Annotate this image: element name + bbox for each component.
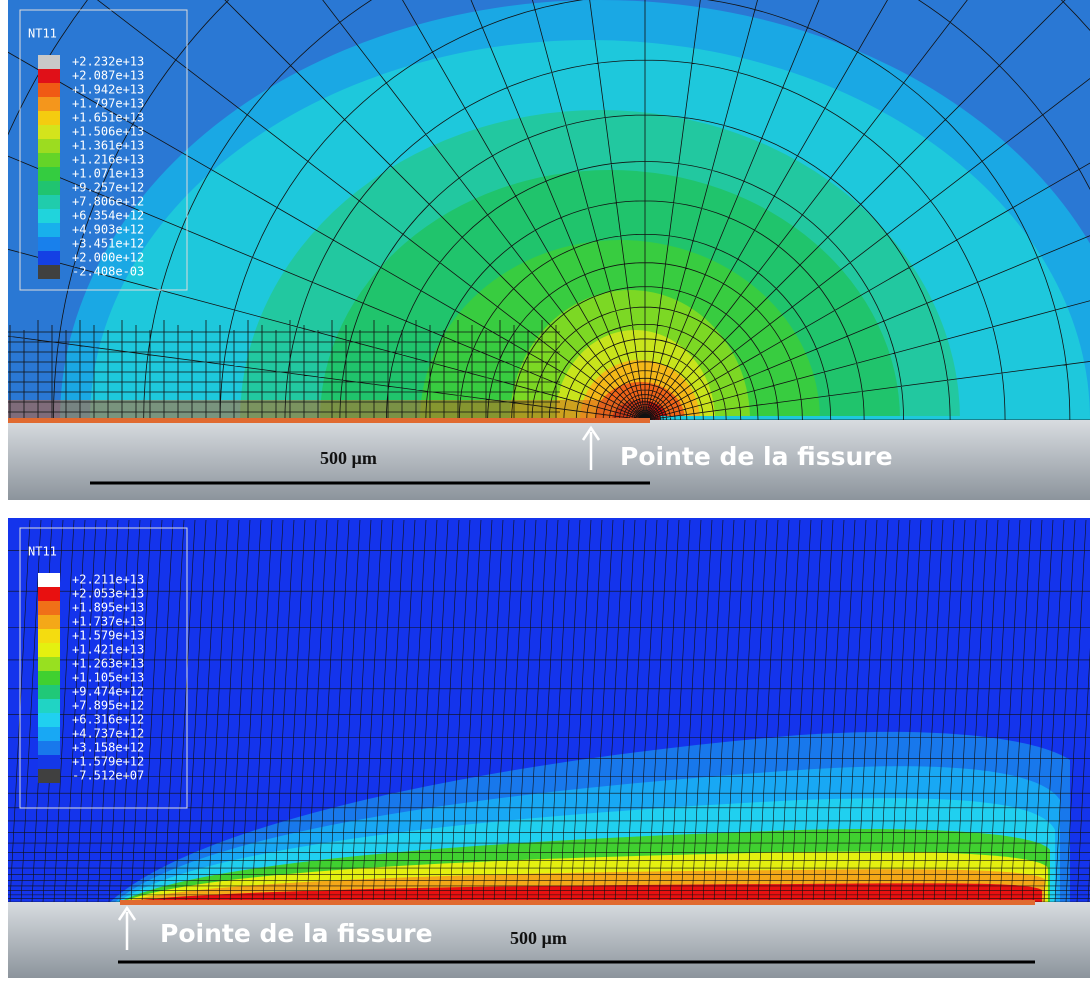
legend-label: +2.053e+13 (72, 587, 144, 601)
legend-box (19, 527, 188, 809)
legend-swatch (38, 699, 60, 713)
legend-swatch (38, 111, 60, 125)
legend-swatch (38, 643, 60, 657)
annotation: Pointe de la fissure (160, 919, 433, 948)
legend-label: +4.903e+12 (72, 223, 144, 237)
legend-swatch (38, 153, 60, 167)
legend-label: +1.579e+13 (72, 629, 144, 643)
legend-swatch (38, 97, 60, 111)
legend-swatch (38, 713, 60, 727)
legend-label: -2.408e-03 (72, 265, 144, 279)
legend-swatch (38, 167, 60, 181)
legend-label: +2.087e+13 (72, 69, 144, 83)
legend-swatch (38, 769, 60, 783)
legend-swatch (38, 615, 60, 629)
legend-label: +4.737e+12 (72, 727, 144, 741)
mesh (8, 0, 1090, 420)
legend-label: +1.737e+13 (72, 615, 144, 629)
legend-label: +9.257e+12 (72, 181, 144, 195)
crack-line-1 (8, 418, 650, 423)
legend-label: +2.000e+12 (72, 251, 144, 265)
annotation: Pointe de la fissure (620, 442, 893, 471)
base-plate-1 (8, 420, 1090, 500)
legend-swatch (38, 629, 60, 643)
contour-plot-1 (8, 0, 1090, 420)
legend-swatch (38, 587, 60, 601)
legend-swatch (38, 195, 60, 209)
legend-swatch (38, 55, 60, 69)
legend-swatch (38, 83, 60, 97)
legend-swatch (38, 601, 60, 615)
legend-label: +1.506e+13 (72, 125, 144, 139)
legend-label: +1.071e+13 (72, 167, 144, 181)
legend-label: +1.361e+13 (72, 139, 144, 153)
legend-label: +2.232e+13 (72, 55, 144, 69)
legend-swatch (38, 671, 60, 685)
legend-label: +6.354e+12 (72, 209, 144, 223)
legend-swatch (38, 237, 60, 251)
arrow-head-1 (581, 425, 601, 441)
legend-label: +7.806e+12 (72, 195, 144, 209)
legend-swatch (38, 755, 60, 769)
legend-label: -7.512e+07 (72, 769, 144, 783)
legend-swatch (38, 741, 60, 755)
legend-title: NT11 (28, 27, 57, 41)
legend-swatch (38, 125, 60, 139)
legend-label: +1.263e+13 (72, 657, 144, 671)
legend-label: +2.211e+13 (72, 573, 144, 587)
legend-swatch (38, 223, 60, 237)
legend-title: NT11 (28, 545, 57, 559)
legend-label: +3.158e+12 (72, 741, 144, 755)
legend-swatch (38, 727, 60, 741)
scale-bar-label: 500 µm (320, 448, 377, 468)
legend-swatch (38, 181, 60, 195)
legend-label: +1.895e+13 (72, 601, 144, 615)
legend-swatch (38, 573, 60, 587)
legend-swatch (38, 657, 60, 671)
legend-label: +1.942e+13 (72, 83, 144, 97)
legend-label: +3.451e+12 (72, 237, 144, 251)
legend-swatch (38, 69, 60, 83)
legend-label: +9.474e+12 (72, 685, 144, 699)
legend-label: +1.421e+13 (72, 643, 144, 657)
legend-label: +1.216e+13 (72, 153, 144, 167)
legend-label: +6.316e+12 (72, 713, 144, 727)
legend-label: +1.579e+12 (72, 755, 144, 769)
legend-box (19, 9, 188, 291)
legend-swatch (38, 209, 60, 223)
legend-label: +1.797e+13 (72, 97, 144, 111)
crack-line-2 (120, 900, 1035, 905)
legend-swatch (38, 685, 60, 699)
contour-plot-2 (8, 518, 1090, 902)
scale-bar-label: 500 µm (510, 928, 567, 948)
legend-swatch (38, 251, 60, 265)
arrow-head-2 (117, 905, 137, 921)
legend-label: +1.105e+13 (72, 671, 144, 685)
legend-swatch (38, 265, 60, 279)
legend-label: +7.895e+12 (72, 699, 144, 713)
legend-swatch (38, 139, 60, 153)
base-plate-2 (8, 902, 1090, 978)
legend-label: +1.651e+13 (72, 111, 144, 125)
